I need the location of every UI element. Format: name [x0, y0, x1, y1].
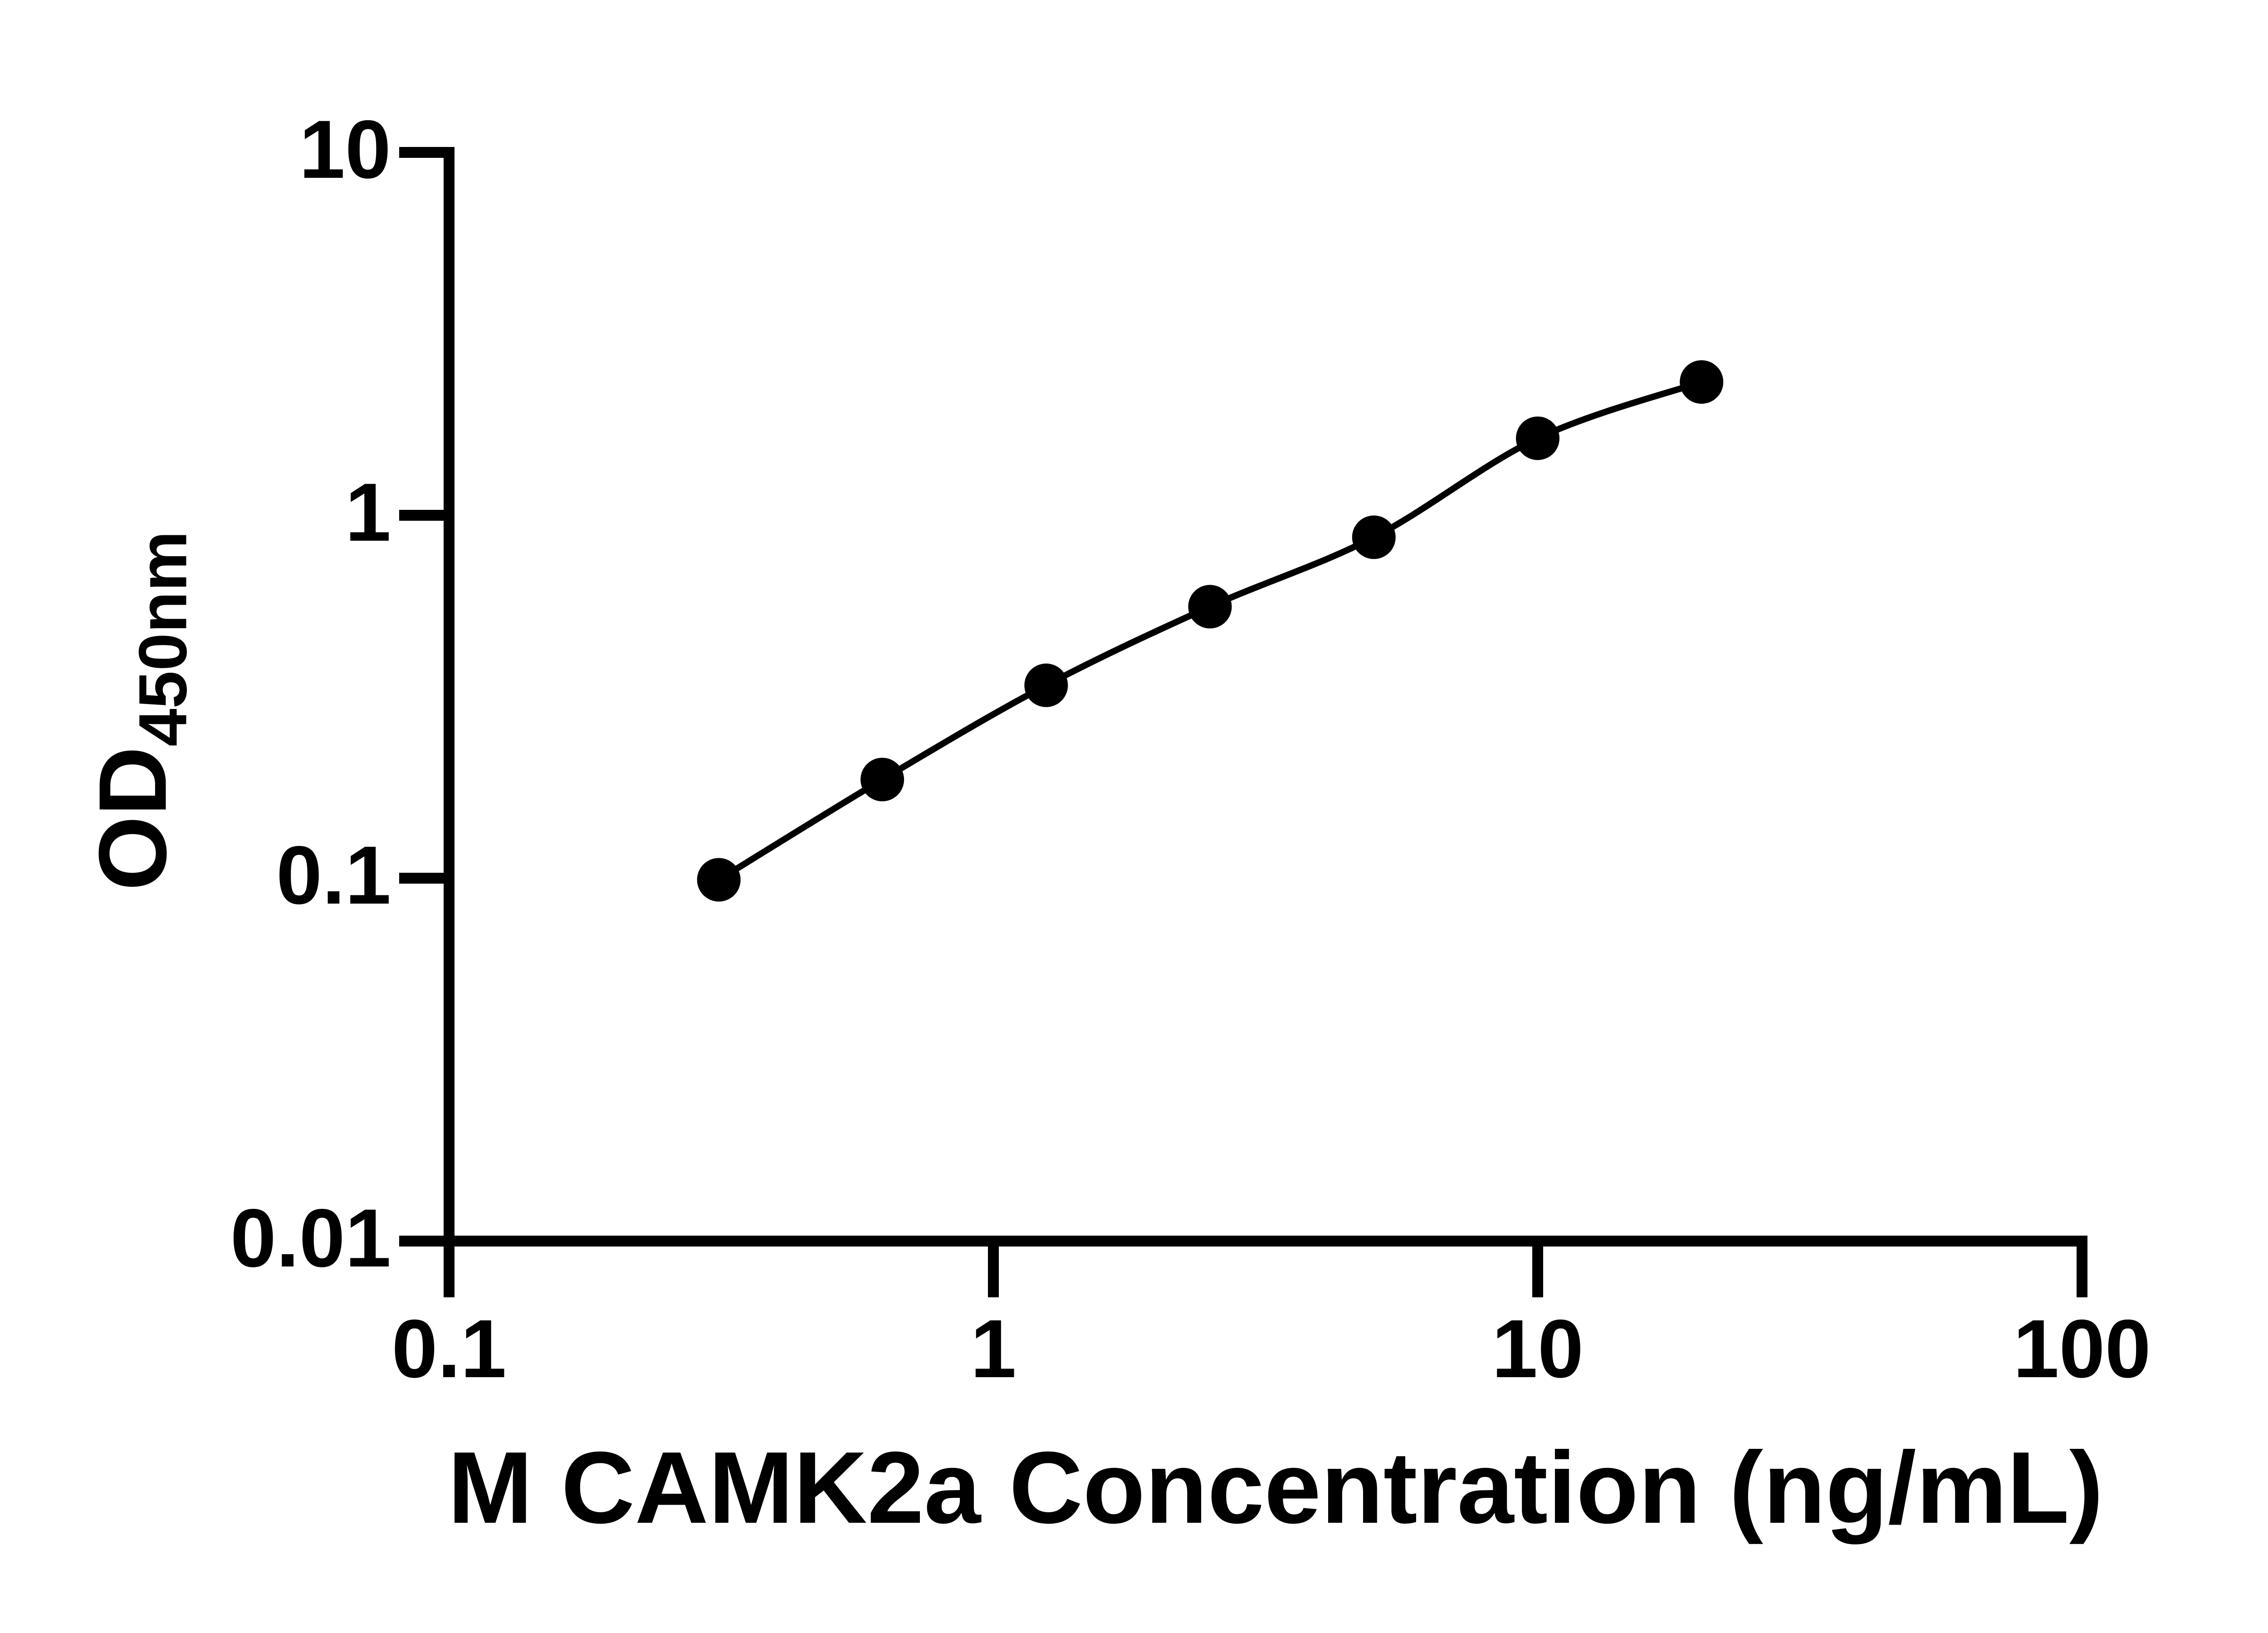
x-axis-title: M CAMK2a Concentration (ng/mL) — [448, 1430, 2103, 1545]
data-point-marker — [697, 858, 741, 902]
y-tick-label: 0.1 — [276, 829, 391, 921]
data-point-marker — [1024, 663, 1068, 707]
data-point-marker — [1680, 360, 1724, 404]
standard-curve-line — [717, 379, 1703, 883]
y-axis-title: OD450nm — [79, 531, 201, 890]
y-tick-label: 1 — [345, 466, 391, 558]
data-point-marker — [1516, 416, 1559, 460]
y-axis-title-main: OD — [78, 746, 186, 891]
y-axis-title-subscript: 450nm — [124, 531, 201, 747]
y-tick-label: 10 — [299, 103, 391, 196]
x-tick-label: 0.1 — [391, 1302, 507, 1395]
data-point-marker — [1188, 585, 1232, 629]
x-tick-label: 100 — [2013, 1302, 2151, 1395]
x-tick-label: 1 — [970, 1302, 1017, 1395]
data-point-marker — [860, 758, 904, 802]
x-tick-label: 10 — [1491, 1302, 1584, 1395]
y-tick-label: 0.01 — [230, 1192, 391, 1284]
data-point-marker — [1352, 515, 1396, 559]
